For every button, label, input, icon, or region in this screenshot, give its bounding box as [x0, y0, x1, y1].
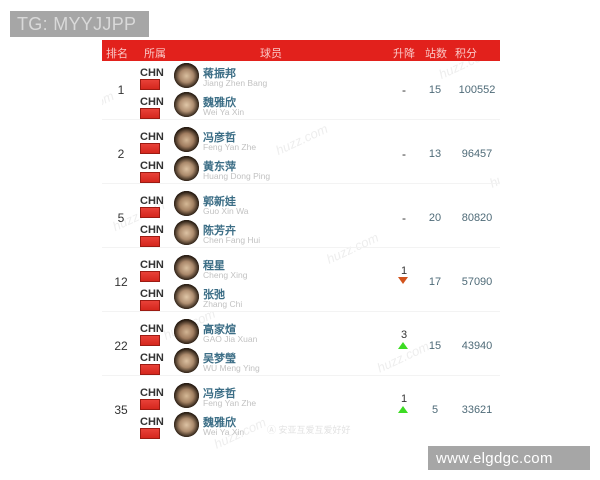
svg-text:huzz.com: huzz.com [273, 121, 330, 158]
svg-text:huzz.com: huzz.com [324, 230, 381, 267]
